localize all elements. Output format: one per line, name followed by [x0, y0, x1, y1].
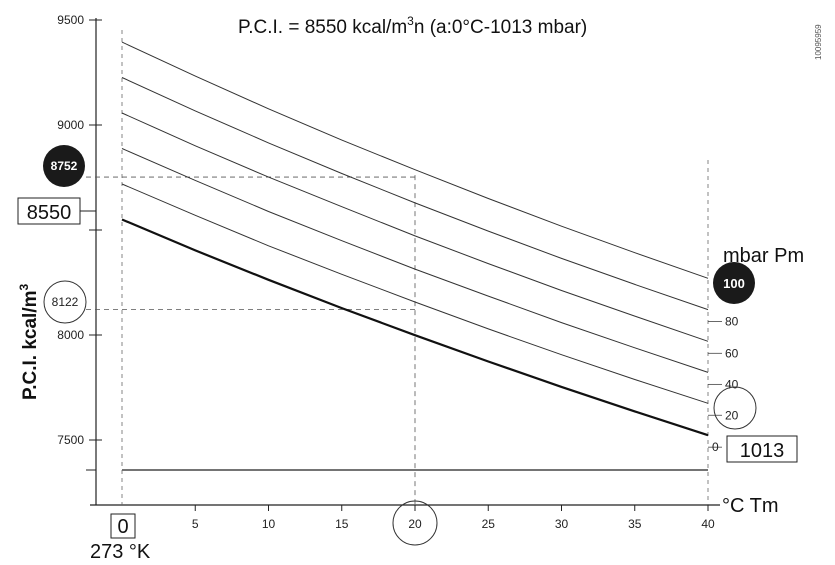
label-8550: 8550	[27, 202, 72, 224]
x-tick-label-highlight: 20	[408, 517, 422, 531]
label-100: 100	[723, 276, 745, 291]
reference-lines	[86, 175, 416, 505]
curve-40-mbar	[121, 148, 709, 373]
badge-8752	[43, 145, 85, 187]
label-8752: 8752	[51, 159, 78, 173]
box-1013	[726, 435, 798, 463]
circle-20	[713, 386, 757, 430]
x-tick-label: 35	[628, 517, 642, 531]
curve-100-mbar	[121, 41, 709, 279]
x-axis-label: °C Tm	[722, 495, 779, 517]
x-tick-label: 30	[555, 517, 569, 531]
curve-end-label: 60	[725, 346, 739, 360]
curve-end-label: 0	[712, 440, 719, 454]
y-axis-label: P.C.I. kcal/m3	[17, 284, 41, 401]
curve-end-label: 20	[725, 408, 739, 422]
tick-group: 7500 8000 9000 9500 5 10 15 20 25 30 35 40	[57, 13, 715, 531]
curve-end-label: 80	[725, 315, 739, 329]
circle-x-20	[392, 500, 438, 546]
series-title: mbar Pm	[723, 245, 804, 267]
y-tick-label: 7500	[57, 433, 84, 447]
box-8550	[17, 197, 81, 225]
curve-60-mbar	[121, 112, 709, 342]
label-1013: 1013	[740, 440, 785, 462]
y-tick-label: 9000	[57, 118, 84, 132]
curve-label-group: 0 20 40 60 80	[708, 315, 739, 454]
side-code: 10095959	[814, 24, 823, 60]
x-origin-label: 0	[117, 516, 128, 538]
x-tick-label: 10	[262, 517, 276, 531]
box-x-origin	[110, 513, 136, 539]
label-8122: 8122	[52, 295, 79, 309]
x-tick-label: 5	[192, 517, 199, 531]
curve-80-mbar	[121, 77, 709, 311]
curve-group	[121, 41, 709, 437]
curve-0-mbar	[121, 218, 709, 437]
badge-100	[713, 262, 755, 304]
x-tick-label: 40	[701, 517, 715, 531]
chart-title: P.C.I. = 8550 kcal/m3n (a:0°C-1013 mbar)	[238, 14, 587, 38]
curve-20-mbar	[121, 183, 709, 404]
curve-end-label: 40	[725, 377, 739, 391]
circle-8122	[43, 280, 87, 324]
x-tick-label: 25	[482, 517, 496, 531]
kelvin-label: 273 °K	[90, 541, 151, 563]
y-tick-label: 8000	[57, 328, 84, 342]
x-tick-label: 15	[335, 517, 349, 531]
y-tick-label: 9500	[57, 13, 84, 27]
